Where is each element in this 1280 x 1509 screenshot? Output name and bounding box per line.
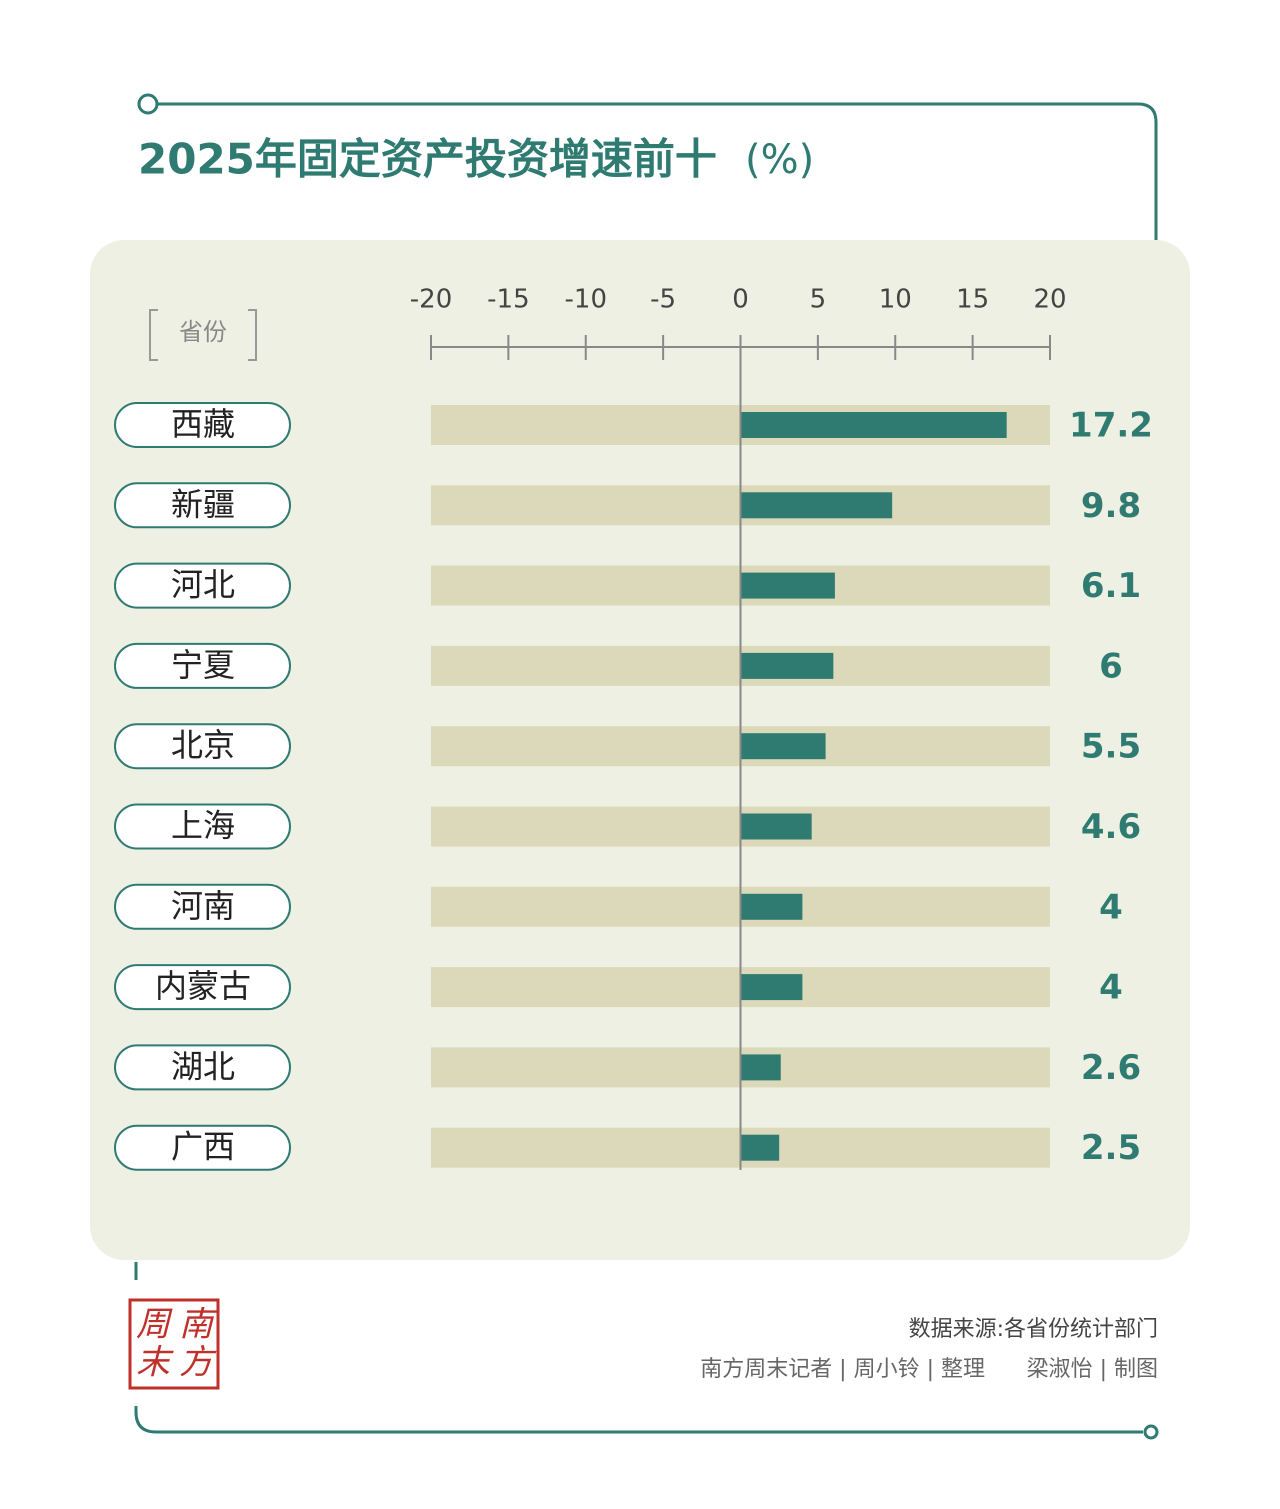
y-tick-label: 宁夏 <box>171 646 235 684</box>
chart-title-unit: (%) <box>745 137 814 183</box>
y-tick-label: 西藏 <box>171 405 235 443</box>
value-label: 2.5 <box>1081 1128 1141 1168</box>
bar <box>740 1134 780 1161</box>
bar <box>740 572 835 599</box>
value-label: 9.8 <box>1081 486 1141 526</box>
x-tick-label: 20 <box>1033 285 1066 315</box>
y-tick-label: 湖北 <box>171 1047 235 1085</box>
bar <box>740 652 834 679</box>
logo-char: 方 <box>179 1343 217 1383</box>
y-tick-label: 内蒙古 <box>155 967 251 1005</box>
category-pill <box>114 883 291 930</box>
bar <box>740 733 826 760</box>
y-tick-label: 河南 <box>171 887 235 925</box>
y-tick-label: 新疆 <box>171 485 235 523</box>
x-tick-label: 0 <box>732 285 749 315</box>
x-tick-label: -5 <box>650 285 676 315</box>
credit: 南方周末记者 | 周小铃 | 整理 <box>700 1357 985 1382</box>
y-tick-label: 上海 <box>171 807 235 845</box>
bar <box>740 492 893 519</box>
frame-line <box>148 102 1158 240</box>
x-tick-label: 5 <box>810 285 827 315</box>
category-pill <box>114 964 291 1011</box>
bar <box>740 412 1007 438</box>
x-tick-label: 15 <box>956 285 989 315</box>
bar <box>740 813 812 840</box>
category-pill <box>114 1124 291 1171</box>
category-pill <box>114 402 291 448</box>
value-label: 6 <box>1099 646 1123 686</box>
value-label: 5.5 <box>1081 727 1141 767</box>
category-header: 省份 <box>179 318 227 346</box>
x-tick-label: -20 <box>410 285 452 315</box>
logo-box <box>128 1298 220 1390</box>
value-label: 6.1 <box>1081 566 1141 606</box>
y-tick-label: 河北 <box>171 566 235 604</box>
category-pill <box>114 1044 291 1091</box>
x-tick-label: 10 <box>879 285 912 315</box>
value-label: 4.6 <box>1081 807 1141 847</box>
logo-char: 周 <box>136 1305 173 1345</box>
bar <box>740 893 803 920</box>
credit: 梁淑怡 | 制图 <box>1027 1357 1158 1382</box>
frame-dot <box>137 93 159 115</box>
frame-dot <box>1143 1424 1159 1440</box>
value-label: 2.6 <box>1081 1048 1141 1088</box>
source: 数据来源:各省份统计部门 <box>909 1317 1158 1342</box>
value-label: 4 <box>1099 968 1123 1008</box>
y-tick-label: 北京 <box>171 726 235 764</box>
category-pill <box>114 562 291 609</box>
category-pill <box>114 803 291 850</box>
y-tick-label: 广西 <box>171 1128 235 1166</box>
category-pill <box>114 642 291 689</box>
value-label: 17.2 <box>1069 406 1153 446</box>
category-pill <box>114 482 291 529</box>
chart-title: 2025年固定资产投资增速前十 <box>138 135 717 184</box>
header-bracket <box>149 309 257 361</box>
value-label: 4 <box>1099 887 1123 927</box>
bar <box>740 974 803 1001</box>
logo-char: 南 <box>179 1305 218 1345</box>
x-tick-label: -15 <box>487 285 529 315</box>
x-tick-label: -10 <box>565 285 607 315</box>
bar <box>740 1054 781 1081</box>
category-pill <box>114 723 291 770</box>
logo-char: 末 <box>136 1343 174 1383</box>
frame-line <box>134 1262 1143 1434</box>
